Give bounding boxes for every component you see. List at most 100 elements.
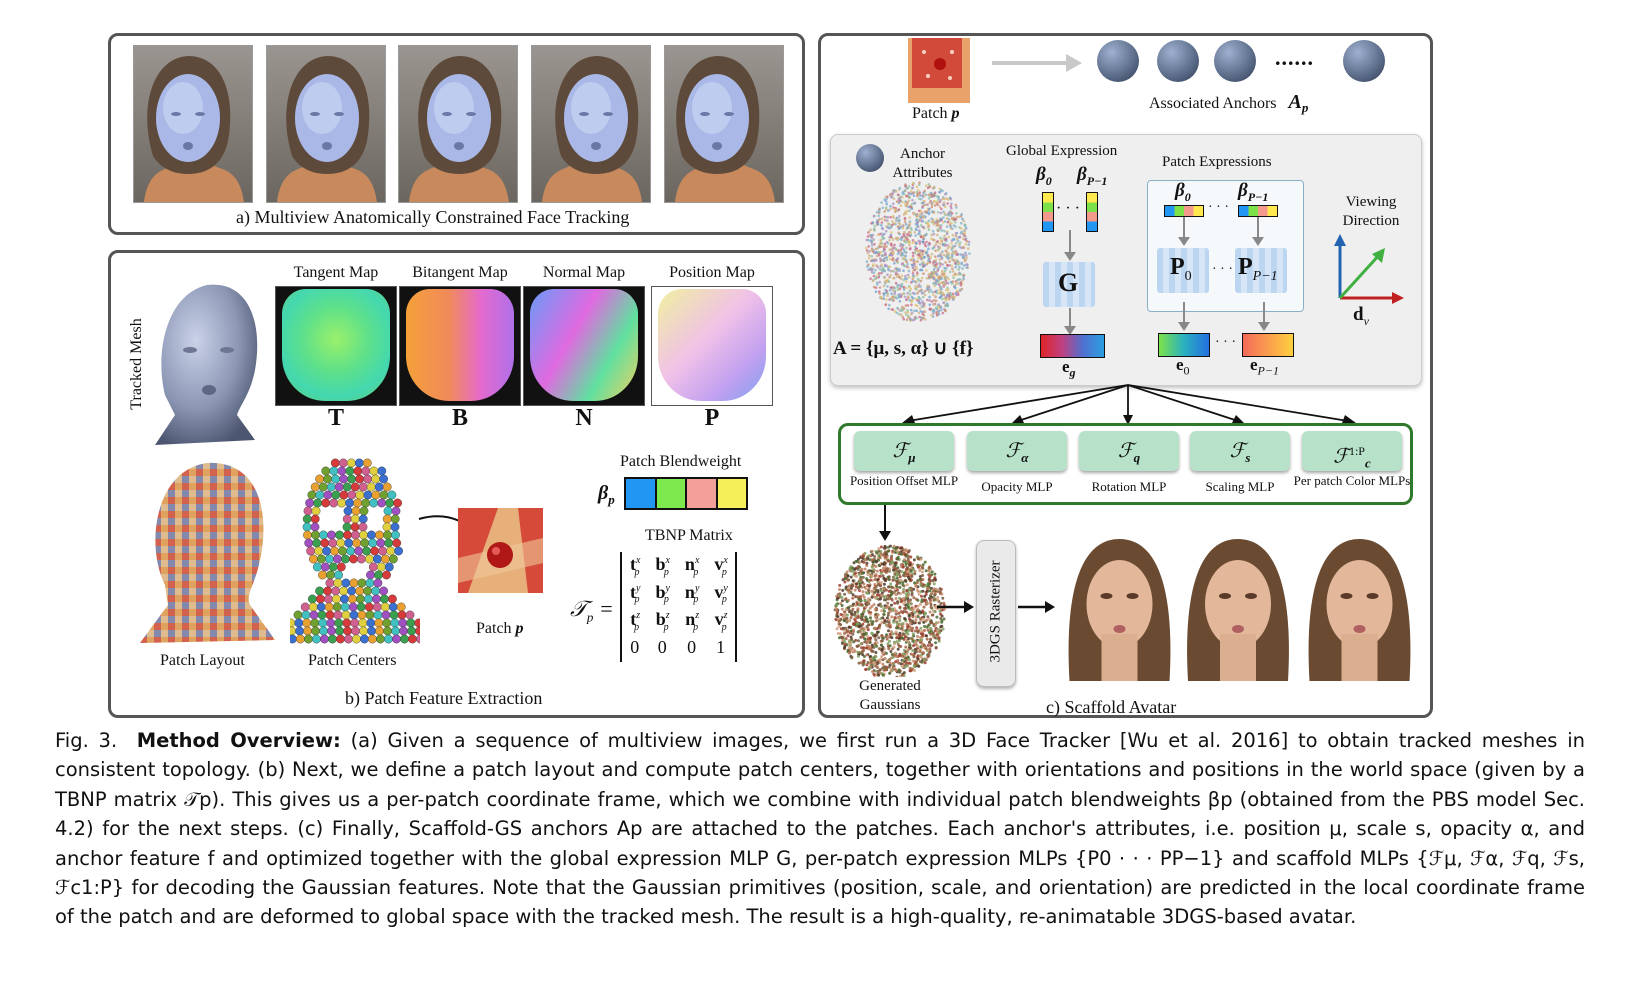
e0-label: e0 bbox=[1176, 355, 1190, 378]
global-arrow-1 bbox=[1064, 230, 1076, 261]
global-betaP-vec bbox=[1086, 192, 1098, 232]
tracking-photo bbox=[398, 45, 518, 203]
global-beta0: β0 bbox=[1036, 164, 1052, 188]
tbnp-cell: nyp bbox=[684, 581, 700, 606]
patch-arrow-1 bbox=[1178, 217, 1190, 246]
patch-beta0-vec bbox=[1164, 205, 1204, 217]
rasterizer-label: 3DGS Rasterizer bbox=[987, 560, 1004, 663]
tracking-photo bbox=[531, 45, 651, 203]
tbnp-cell: typ bbox=[630, 581, 641, 606]
map-title: Tangent Map bbox=[293, 264, 379, 281]
scaffold-mlp-label: Position Offset MLP bbox=[849, 473, 959, 488]
patch-dots-2: · · · bbox=[1212, 262, 1233, 277]
eP-label: eP−1 bbox=[1250, 355, 1279, 378]
scaffold-mlp: ℱα bbox=[967, 431, 1067, 471]
tbnp-cell: bxp bbox=[655, 554, 670, 578]
patch-betaP-vec bbox=[1238, 205, 1278, 217]
mlp-down-arrow bbox=[879, 505, 891, 541]
tbnp-cell: 0 bbox=[657, 636, 667, 657]
patch-dots-1: · · · bbox=[1208, 200, 1229, 215]
blendweight-symbol: βp bbox=[598, 482, 615, 507]
caption-text: (a) Given a sequence of multiview images… bbox=[55, 729, 1585, 929]
patch-centers-label: Patch Centers bbox=[308, 652, 397, 669]
panel-a-caption: a) Multiview Anatomically Constrained Fa… bbox=[236, 207, 630, 227]
anchor-sphere-1 bbox=[1097, 40, 1139, 82]
scaffold-mlp: ℱμ bbox=[854, 431, 954, 471]
global-arrow-2 bbox=[1064, 308, 1076, 335]
blendweight-bar bbox=[624, 477, 748, 510]
global-dots: · · · bbox=[1056, 200, 1080, 217]
tbnp-cell: nzp bbox=[685, 609, 700, 633]
tracking-photo bbox=[133, 45, 253, 203]
generated-gaussians-image bbox=[833, 544, 947, 677]
patch-layout-label: Patch Layout bbox=[160, 652, 245, 669]
map-image bbox=[651, 286, 773, 406]
scaffold-mlp-label: Per patch Color MLPs bbox=[1293, 473, 1411, 488]
avatar-render bbox=[1184, 534, 1292, 681]
anchor-formula: A = {μ, s, α} ∪ {f} bbox=[833, 338, 974, 359]
patch-arrow-4 bbox=[1258, 302, 1270, 331]
caption-fig: Fig. 3. bbox=[55, 729, 118, 752]
rasterizer-block bbox=[976, 540, 1016, 687]
patch-closeup-image bbox=[458, 508, 543, 593]
patch-betaP: βP−1 bbox=[1238, 180, 1269, 204]
anchor-attr-sphere bbox=[856, 144, 884, 172]
tbnp-symbol: 𝒯p = bbox=[570, 596, 614, 625]
global-beta0-vec bbox=[1042, 192, 1054, 232]
anchors-ellipsis: ...... bbox=[1275, 45, 1314, 70]
generated-gaussians-label: Generated Gaussians bbox=[859, 678, 921, 713]
tbnp-cell: tzp bbox=[630, 609, 641, 633]
rasterizer-arrow-1 bbox=[937, 601, 974, 613]
tracking-photo bbox=[664, 45, 784, 203]
dv-label: dv bbox=[1353, 304, 1369, 328]
avatar-render bbox=[1303, 534, 1420, 681]
map-letter: P bbox=[704, 405, 720, 431]
rasterizer-arrow-2 bbox=[1018, 601, 1055, 613]
panel-c-caption: c) Scaffold Avatar bbox=[1046, 697, 1177, 717]
eP-vector bbox=[1242, 333, 1294, 357]
g-mlp-block bbox=[1043, 262, 1095, 307]
anchors-arrow bbox=[992, 54, 1082, 72]
avatar-render bbox=[1058, 534, 1173, 681]
viewing-direction-label: Viewing Direction bbox=[1342, 194, 1400, 229]
anchor-attributes-label: Anchor Attributes bbox=[892, 146, 953, 181]
blendweight-title: Patch Blendweight bbox=[620, 453, 742, 470]
panel-b-caption: b) Patch Feature Extraction bbox=[345, 688, 543, 708]
p0-mlp-block bbox=[1157, 248, 1209, 293]
blendweight-cell bbox=[717, 479, 746, 508]
tbnp-cell: vxp bbox=[714, 554, 728, 578]
map-title: Bitangent Map bbox=[412, 264, 508, 281]
anchor-sphere-3 bbox=[1214, 40, 1256, 82]
mlp-row-box bbox=[838, 423, 1413, 505]
map-title: Normal Map bbox=[542, 264, 626, 281]
scaffold-mlp-label: Rotation MLP bbox=[1091, 479, 1167, 494]
blendweight-cell bbox=[626, 479, 657, 508]
pP-label: PP−1 bbox=[1238, 254, 1278, 284]
scaffold-mlp-label: Opacity MLP bbox=[981, 479, 1053, 494]
scaffold-mlp-label: Scaling MLP bbox=[1205, 479, 1275, 494]
map-title: Position Map bbox=[669, 264, 755, 281]
map-image bbox=[523, 286, 645, 406]
tbnp-cell: byp bbox=[655, 581, 670, 606]
g-label: G bbox=[1058, 268, 1079, 297]
patch-beta0: β0 bbox=[1175, 180, 1191, 204]
tracked-mesh-label: Tracked Mesh bbox=[128, 318, 145, 410]
tbnp-cell: vyp bbox=[714, 581, 728, 606]
pP-mlp-block bbox=[1235, 248, 1287, 293]
tbnp-cell: txp bbox=[630, 554, 641, 578]
patch-centers-image bbox=[290, 458, 420, 644]
scaffold-mlp: ℱ1:Pc bbox=[1302, 431, 1402, 471]
blendweight-cell bbox=[687, 479, 718, 508]
map-image bbox=[399, 286, 521, 406]
patch-b-label: Patch p bbox=[476, 620, 524, 637]
scaffold-mlp: ℱs bbox=[1190, 431, 1290, 471]
anchor-sphere-2 bbox=[1157, 40, 1199, 82]
anchor-sphere-4 bbox=[1343, 40, 1385, 82]
eg-label: eg bbox=[1062, 357, 1076, 380]
tbnp-cell: 0 bbox=[687, 636, 697, 657]
tracked-mesh-image bbox=[155, 284, 258, 445]
scaffold-mlp: ℱq bbox=[1079, 431, 1179, 471]
map-image bbox=[275, 286, 397, 406]
map-letter: B bbox=[451, 405, 468, 431]
e-dots: · · · bbox=[1215, 335, 1236, 350]
